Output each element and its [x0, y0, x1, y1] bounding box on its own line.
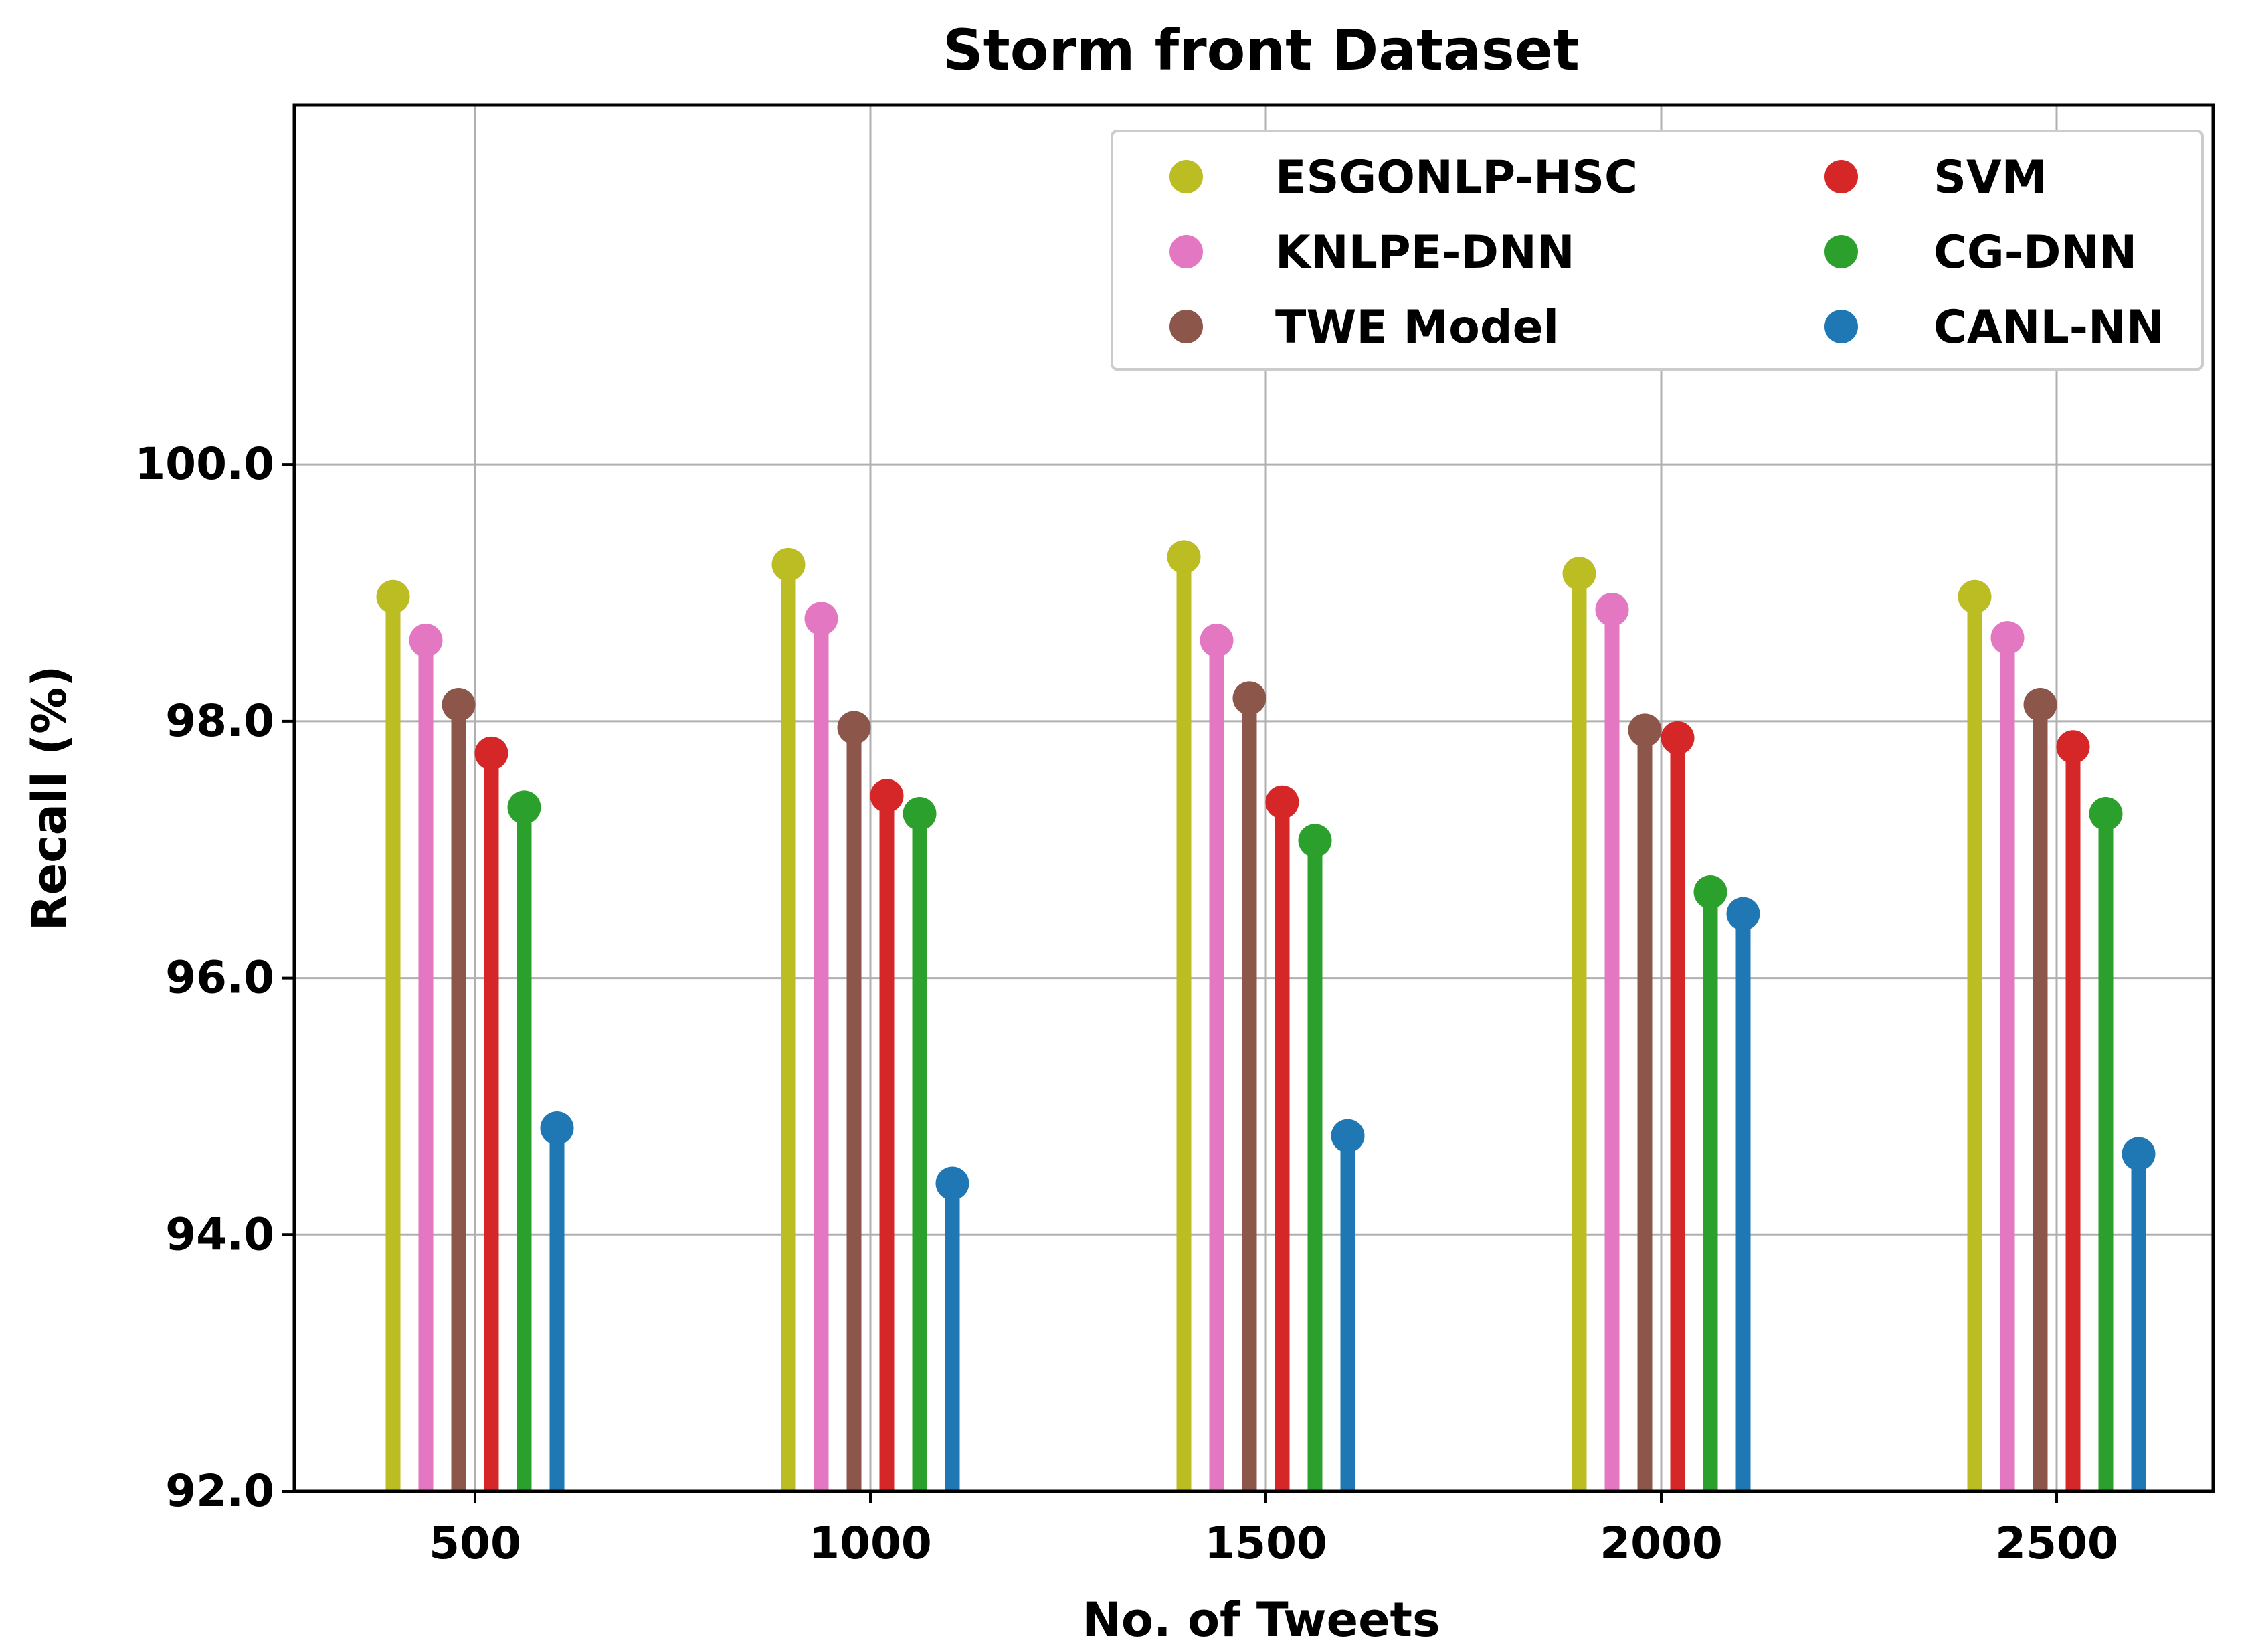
marker-canl-nn — [1331, 1119, 1365, 1153]
marker-knlpe-dnn — [1200, 624, 1234, 658]
marker-cg-dnn — [1298, 824, 1332, 858]
x-tick-label: 1500 — [1204, 1518, 1327, 1569]
marker-canl-nn — [1726, 897, 1760, 931]
x-tick-label: 2000 — [1600, 1518, 1723, 1569]
marker-knlpe-dnn — [1595, 592, 1629, 626]
marker-svm — [2056, 730, 2090, 764]
marker-canl-nn — [2122, 1137, 2156, 1171]
marker-twe-model — [1628, 713, 1662, 747]
marker-twe-model — [1232, 681, 1266, 715]
legend: ESGONLP-HSC KNLPE-DNN TWE Model SVM CG-DNN CA… — [1111, 130, 2204, 371]
legend-label-knlpe-dnn: KNLPE-DNN — [1275, 226, 1575, 279]
marker-cg-dnn — [1693, 875, 1727, 909]
marker-knlpe-dnn — [409, 624, 443, 658]
x-tick-label: 2500 — [1995, 1518, 2118, 1569]
y-tick-label: 100.0 — [134, 438, 274, 490]
x-axis-title: No. of Tweets — [1082, 1592, 1440, 1647]
plot-frame — [292, 103, 2215, 1493]
legend-label-canl-nn: CANL-NN — [1934, 301, 2164, 354]
y-axis-title: Recall (%) — [22, 666, 77, 931]
marker-cg-dnn — [2089, 797, 2123, 831]
legend-marker-cg-dnn — [1824, 235, 1858, 268]
marker-cg-dnn — [903, 797, 937, 831]
marker-svm — [870, 779, 904, 813]
legend-marker-canl-nn — [1824, 310, 1858, 343]
y-tick-label: 94.0 — [165, 1208, 274, 1260]
marker-esgonlp-hsc — [1562, 557, 1596, 591]
marker-esgonlp-hsc — [771, 547, 806, 581]
marker-canl-nn — [540, 1111, 574, 1145]
legend-frame — [1111, 130, 2204, 371]
y-tick-label: 98.0 — [165, 695, 274, 747]
x-ticks: 500 1000 1500 2000 2500 — [429, 1491, 2118, 1569]
y-tick-label: 92.0 — [165, 1465, 274, 1517]
x-tick-label: 1000 — [809, 1518, 932, 1569]
legend-marker-svm — [1824, 160, 1858, 193]
marker-svm — [474, 736, 508, 770]
marker-twe-model — [2023, 687, 2057, 721]
legend-marker-twe-model — [1169, 310, 1203, 343]
marker-esgonlp-hsc — [376, 579, 410, 614]
marker-esgonlp-hsc — [1958, 579, 1992, 614]
y-tick-label: 96.0 — [165, 952, 274, 1004]
marker-svm — [1265, 785, 1299, 819]
y-ticks: 92.0 94.0 96.0 98.0 100.0 — [134, 438, 294, 1517]
marker-twe-model — [837, 711, 871, 745]
legend-label-svm: SVM — [1934, 151, 2047, 204]
marker-canl-nn — [935, 1166, 969, 1200]
legend-label-esgonlp-hsc: ESGONLP-HSC — [1275, 151, 1638, 204]
legend-marker-esgonlp-hsc — [1169, 160, 1203, 193]
chart-title: Storm front Dataset — [943, 17, 1580, 83]
marker-twe-model — [442, 687, 476, 721]
marker-knlpe-dnn — [804, 602, 838, 636]
marker-svm — [1661, 721, 1695, 755]
legend-marker-knlpe-dnn — [1169, 235, 1203, 268]
marker-esgonlp-hsc — [1167, 540, 1201, 574]
plot-marks — [376, 540, 2156, 1491]
grid — [294, 105, 2213, 1493]
legend-label-twe-model: TWE Model — [1275, 301, 1559, 354]
x-tick-label: 500 — [429, 1518, 521, 1569]
marker-cg-dnn — [507, 790, 541, 824]
legend-label-cg-dnn: CG-DNN — [1934, 226, 2137, 279]
marker-knlpe-dnn — [1990, 621, 2025, 655]
